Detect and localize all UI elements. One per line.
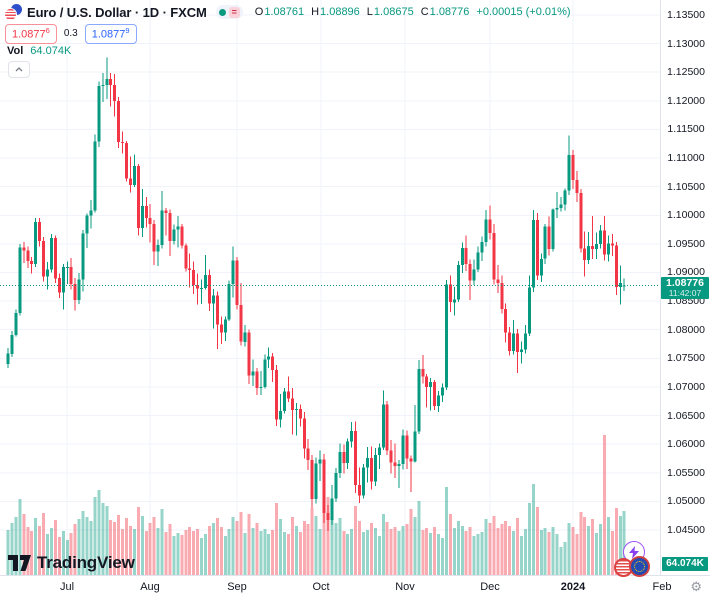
status-dot-icon: [218, 8, 226, 16]
price-axis-label: 1.13000: [667, 38, 705, 50]
ohlc-low-label: L: [366, 6, 373, 18]
buy-ask-button[interactable]: 1.08779: [84, 24, 137, 44]
eu-stars-icon: [634, 561, 645, 572]
quote-row: 1.08776 0.3 1.08779: [5, 24, 137, 44]
lightning-icon: [629, 545, 639, 559]
ohlc-close-value: 1.08776: [429, 6, 470, 18]
time-axis-label: Sep: [227, 581, 247, 593]
symbol-title[interactable]: Euro / U.S. Dollar · 1D · FXCM: [27, 4, 207, 20]
sell-bid-button[interactable]: 1.08776: [5, 24, 57, 44]
ask-price: 1.0877: [91, 28, 126, 41]
price-axis-label: 1.05000: [667, 495, 705, 507]
ohlc-high-label: H: [311, 6, 320, 18]
tradingview-watermark-link[interactable]: TradingView: [8, 553, 135, 573]
current-volume-badge: 64.074K: [662, 557, 708, 571]
time-axis-label: Feb: [652, 581, 672, 593]
volume-value: 64.074K: [30, 45, 72, 57]
bid-price-sup: 6: [45, 26, 50, 35]
eur-usd-pair-icon: [5, 4, 22, 20]
ohlc-change-value: +0.00015 (+0.01%): [476, 6, 571, 18]
price-axis-label: 1.13500: [667, 9, 705, 21]
marker-toggle-pill[interactable]: =: [215, 5, 243, 19]
instrument-status-icons: [612, 541, 658, 577]
price-axis-label: 1.09500: [667, 238, 705, 250]
us-flag-icon: [5, 9, 16, 20]
volume-bars: [6, 435, 626, 575]
volume-legend: Vol 64.074K: [7, 45, 71, 57]
bar-countdown: 11:42:07: [668, 288, 702, 298]
price-axis-label: 1.08000: [667, 324, 705, 336]
gear-icon[interactable]: ⚙: [690, 580, 702, 595]
time-axis-label: Oct: [312, 581, 330, 593]
price-axis-label: 1.06500: [667, 410, 705, 422]
tradingview-watermark-text: TradingView: [37, 553, 135, 572]
chart-surface[interactable]: [0, 0, 660, 575]
tradingview-logo-icon: [8, 554, 31, 571]
ohlc-high-value: 1.08896: [320, 6, 360, 18]
price-axis-label: 1.11500: [667, 123, 705, 135]
price-axis-label: 1.07500: [667, 352, 705, 364]
price-axis-label: 1.07000: [667, 381, 705, 393]
price-axis-label: 1.10000: [667, 209, 705, 221]
price-axis-label: 1.11000: [667, 152, 705, 164]
collapse-legend-button[interactable]: [8, 61, 30, 78]
price-axis-label: 1.12500: [667, 66, 705, 78]
current-price-badge: 1.08776 11:42:07: [661, 277, 709, 299]
ideas-badge-icon: =: [228, 6, 240, 18]
spread-value: 0.3: [63, 28, 78, 40]
grid-lines: [0, 0, 660, 575]
time-axis[interactable]: Jul Aug Sep Oct Nov Dec 2024 Feb ⚙: [0, 575, 710, 600]
symbol-legend: Euro / U.S. Dollar · 1D · FXCM = O 1.087…: [5, 3, 571, 21]
price-axis-label: 1.10500: [667, 181, 705, 193]
current-price-value: 1.08776: [666, 277, 704, 289]
time-axis-label: Nov: [395, 581, 415, 593]
time-axis-label: Aug: [140, 581, 160, 593]
chevron-up-icon: [15, 67, 23, 72]
ask-price-sup: 9: [125, 26, 130, 35]
price-axis-label: 1.09000: [667, 266, 705, 278]
price-axis-label: 1.12000: [667, 95, 705, 107]
price-axis-label: 1.04500: [667, 524, 705, 536]
time-axis-label: 2024: [560, 581, 586, 593]
candles: [6, 57, 626, 532]
ohlc-close-label: C: [420, 6, 429, 18]
volume-label: Vol: [7, 45, 24, 57]
time-axis-label: Dec: [480, 581, 500, 593]
price-axis-label: 1.06000: [667, 438, 705, 450]
price-axis-label: 1.05500: [667, 467, 705, 479]
time-axis-label: Jul: [59, 581, 75, 593]
eur-flag-icon: [629, 556, 650, 577]
bid-price: 1.0877: [12, 28, 46, 41]
ohlc-readout: O 1.08761 H 1.08896 L 1.08675 C 1.08776 …: [255, 6, 571, 18]
ohlc-open-value: 1.08761: [264, 6, 305, 18]
eu-flag-icon: [11, 4, 22, 15]
ohlc-open-label: O: [254, 6, 264, 18]
ohlc-low-value: 1.08675: [373, 6, 414, 18]
